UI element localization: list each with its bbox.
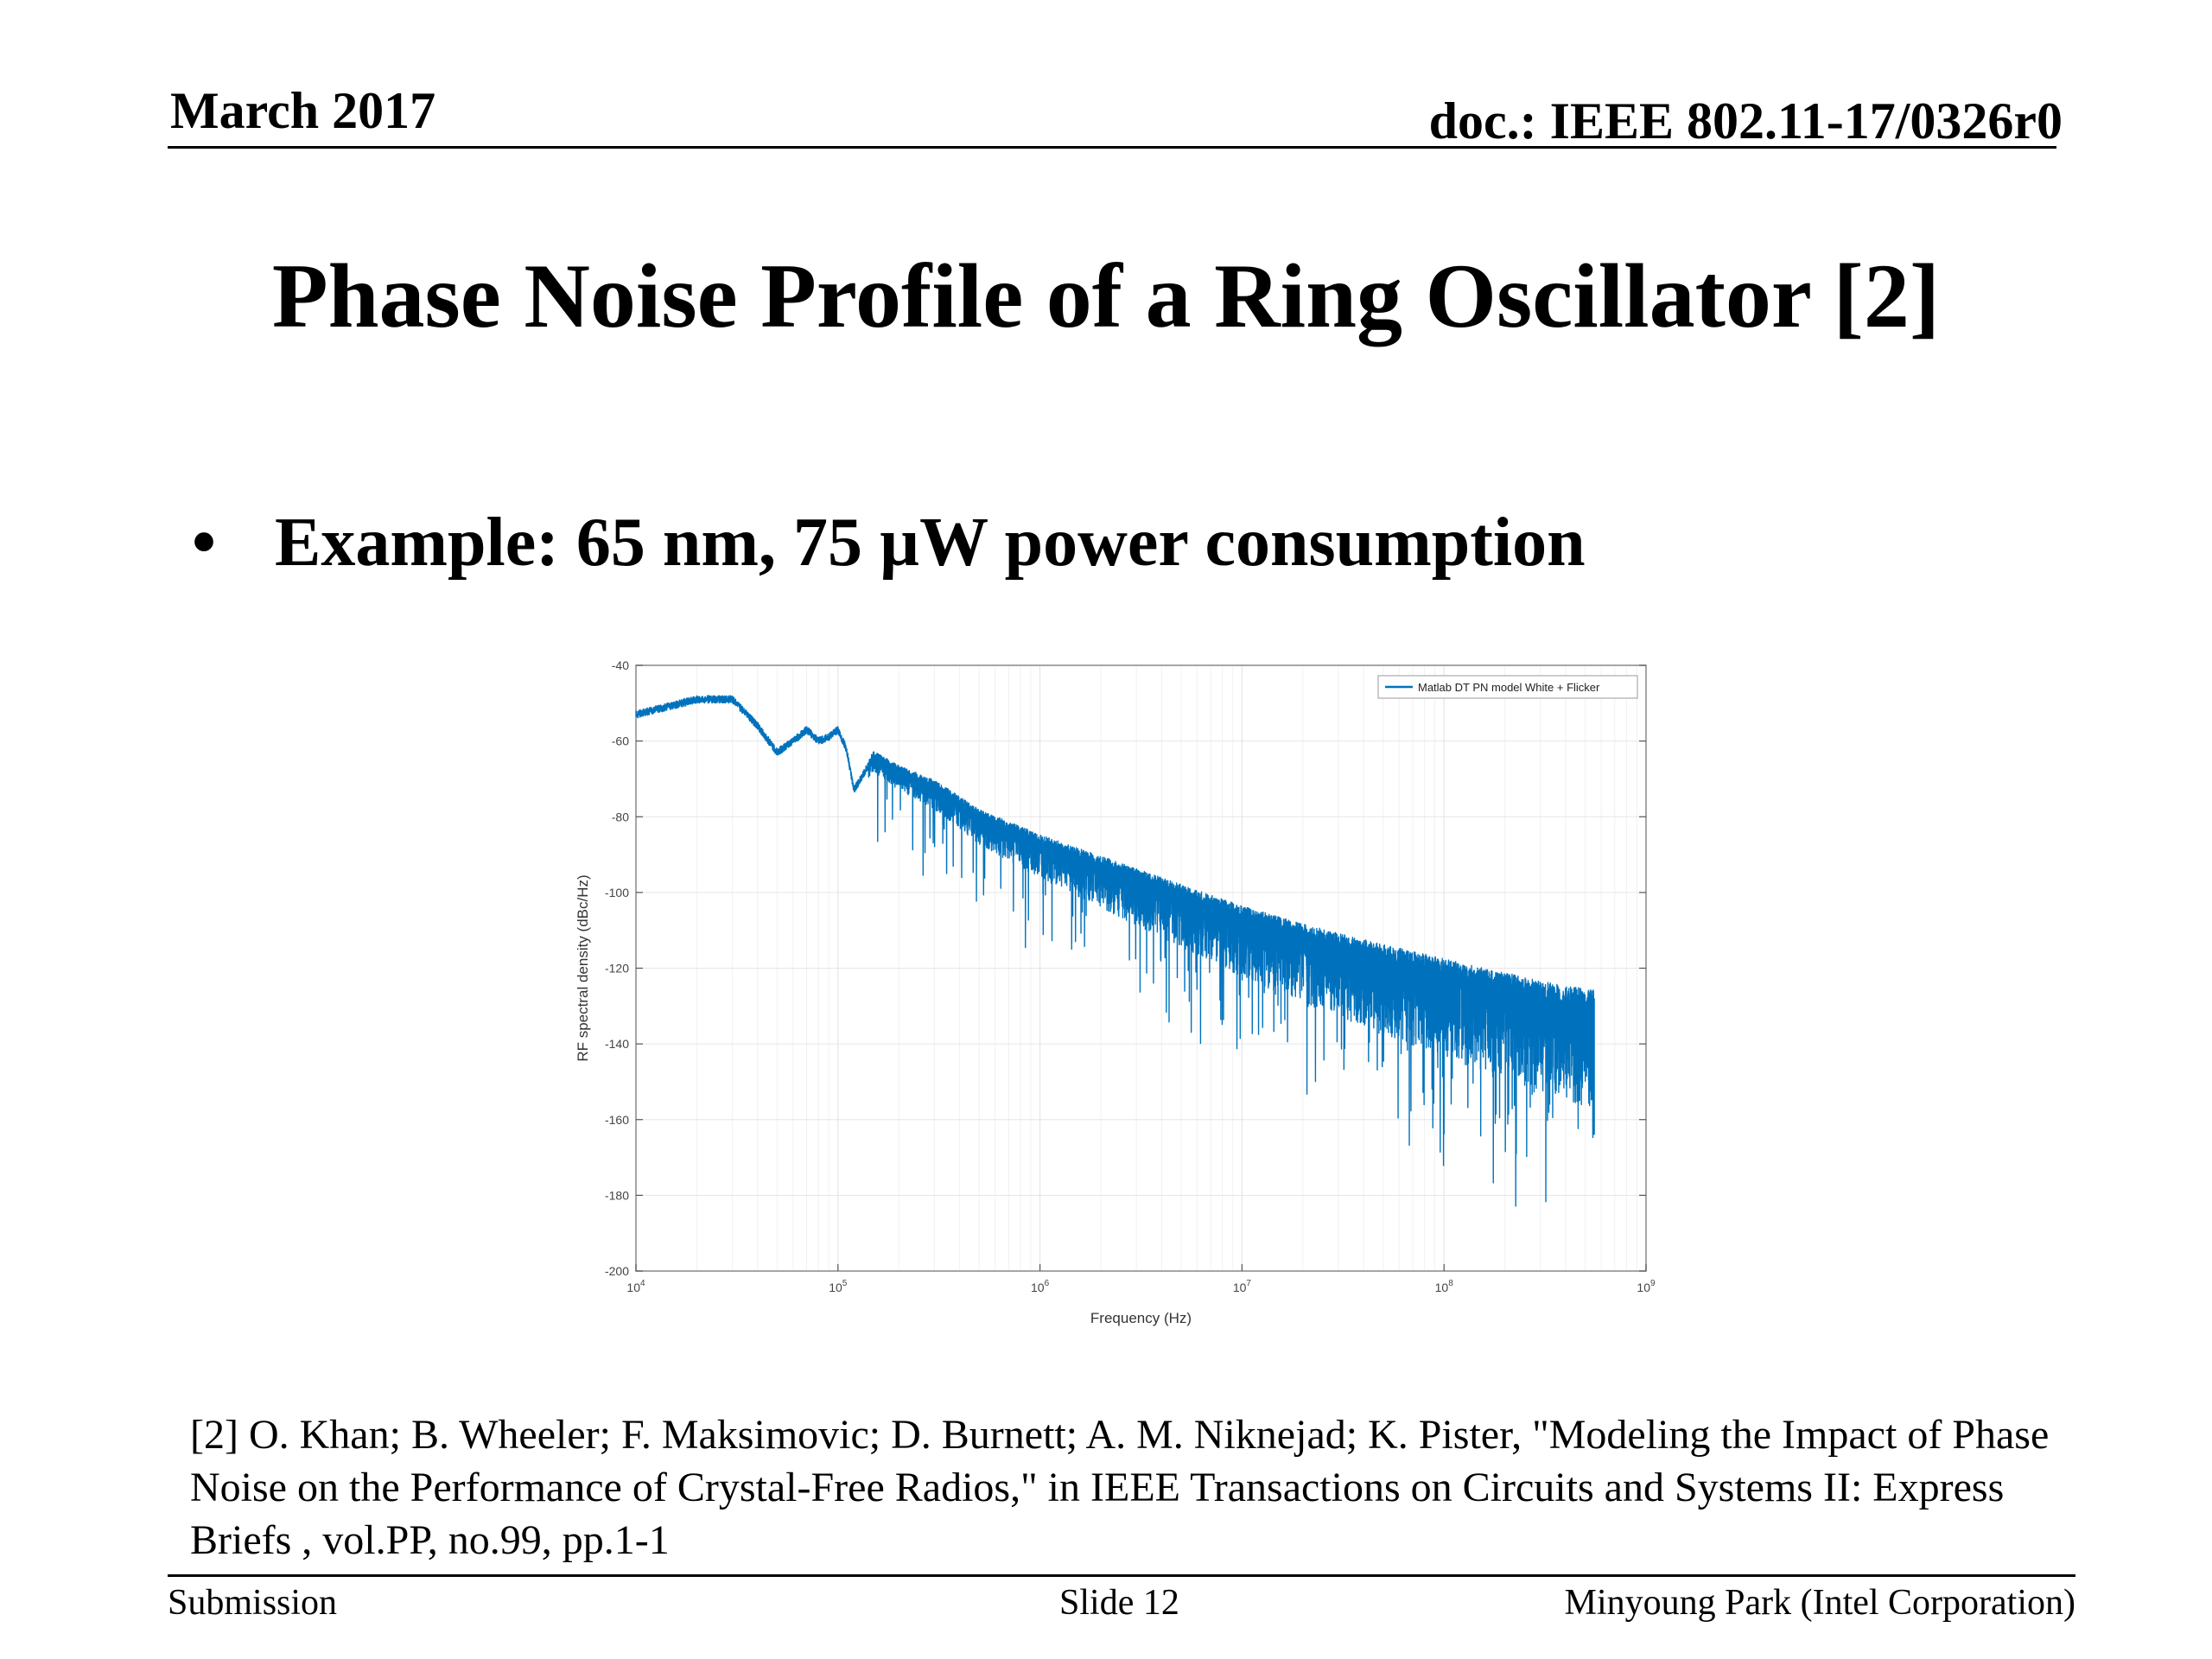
header-date: March 2017 <box>170 82 436 139</box>
footer-rule <box>168 1574 2075 1577</box>
bullet-symbol: • <box>192 505 217 581</box>
y-tick-label: -160 <box>605 1113 629 1127</box>
y-tick-label: -80 <box>612 810 629 823</box>
series-layer <box>635 695 1595 1207</box>
x-tick-label: 105 <box>829 1279 848 1294</box>
legend-label: Matlab DT PN model White + Flicker <box>1418 681 1600 694</box>
x-tick-label: 106 <box>1031 1279 1050 1294</box>
series-line <box>635 695 1595 1207</box>
x-tick-label: 108 <box>1435 1279 1454 1294</box>
bullet-text: Example: 65 nm, 75 µW power consumption <box>275 505 1586 581</box>
slide-title: Phase Noise Profile of a Ring Oscillator… <box>271 245 1941 346</box>
legend-box <box>1377 675 1638 699</box>
x-tick-label: 104 <box>626 1279 645 1294</box>
footer-submission: Submission <box>168 1583 338 1623</box>
y-axis-label: RF spectral density (dBc/Hz) <box>575 874 591 1061</box>
y-tick-label: -100 <box>605 886 629 899</box>
phase-noise-chart: -200 -180 -160 -140 -120 -100 -80 -60 -40 104 105 1… <box>570 657 1676 1339</box>
y-tick-label: -40 <box>612 658 629 672</box>
footer-author: Minyoung Park (Intel Corporation) <box>1564 1583 2075 1623</box>
grid-layer <box>635 664 1647 1272</box>
y-tick-label: -180 <box>605 1188 629 1202</box>
tick-layer: -200 -180 -160 -140 -120 -100 -80 -60 -40 104 105 1… <box>605 658 1656 1294</box>
y-tick-label: -140 <box>605 1037 629 1051</box>
x-axis-label: Frequency (Hz) <box>1090 1310 1192 1326</box>
legend-layer: Matlab DT PN model White + Flicker <box>1377 675 1638 699</box>
header-doc-id: doc.: IEEE 802.11-17/0326r0 <box>1428 92 2063 149</box>
footer-slide-number: Slide 12 <box>1059 1583 1179 1623</box>
x-tick-label: 109 <box>1637 1279 1656 1294</box>
x-tick-label: 107 <box>1233 1279 1252 1294</box>
reference-citation: [2] O. Khan; B. Wheeler; F. Maksimovic; … <box>190 1412 2050 1563</box>
y-tick-label: -200 <box>605 1264 629 1278</box>
bullet-item: • Example: 65 nm, 75 µW power consumption <box>192 508 1586 577</box>
y-tick-label: -60 <box>612 734 629 748</box>
header-rule <box>168 146 2056 149</box>
y-tick-label: -120 <box>605 962 629 976</box>
chart-svg: -200 -180 -160 -140 -120 -100 -80 -60 -40 104 105 1… <box>575 658 1656 1326</box>
